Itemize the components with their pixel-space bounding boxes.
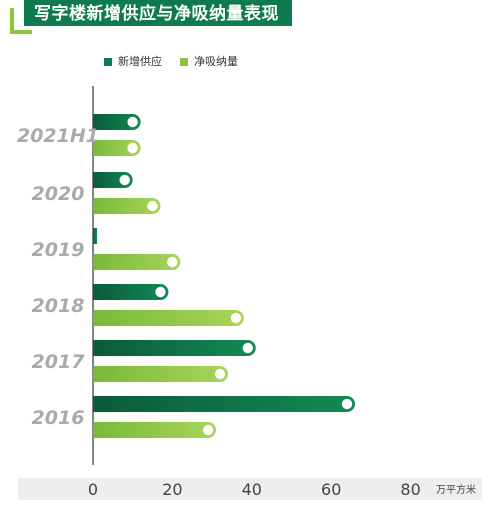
bar-absorption: [93, 422, 217, 438]
bar-supply: [93, 340, 256, 356]
bar-supply: [93, 396, 356, 412]
x-tick-label: 20: [162, 480, 182, 499]
category-label: 2019: [32, 239, 85, 261]
chart-title: 写字楼新增供应与净吸纳量表现: [34, 4, 279, 24]
category-label: 2016: [32, 407, 85, 429]
legend-absorption: 净吸纳量: [180, 56, 238, 68]
x-axis-band: [18, 478, 482, 500]
bar-end-marker: [214, 368, 226, 380]
title-corner-decoration: [10, 8, 32, 34]
category-label: 2017: [32, 351, 86, 373]
x-axis-unit: 万平方米: [436, 483, 476, 496]
category-label: 2018: [32, 295, 85, 317]
bar-absorption: [93, 366, 228, 382]
bar-supply: [93, 228, 97, 244]
category-label: 2021H1: [17, 125, 99, 147]
x-tick-label: 40: [242, 480, 262, 499]
bar-end-marker: [127, 142, 138, 154]
bar-absorption: [93, 140, 141, 156]
bar-end-marker: [242, 342, 253, 354]
bar-end-marker: [167, 256, 178, 268]
x-tick-label: 0: [88, 480, 98, 499]
bar-absorption: [93, 198, 161, 214]
bar-end-marker: [119, 174, 130, 186]
bar-end-marker: [341, 398, 353, 410]
x-tick-label: 60: [321, 480, 341, 499]
bar-end-marker: [127, 116, 138, 128]
bar-supply: [93, 114, 141, 130]
legend-supply-label: 新增供应: [118, 55, 162, 68]
bar-absorption: [93, 310, 244, 326]
bar-end-marker: [155, 286, 166, 298]
bar-end-marker: [202, 424, 214, 436]
category-label: 2020: [32, 183, 85, 205]
legend-absorption-swatch: [180, 58, 188, 66]
x-tick-label: 80: [400, 480, 420, 499]
bar-absorption: [93, 254, 181, 270]
title-bar: [24, 0, 292, 26]
bar-end-marker: [230, 312, 242, 324]
legend-supply-swatch: [104, 58, 112, 66]
bar-end-marker: [147, 200, 158, 212]
legend-supply: 新增供应: [104, 56, 162, 68]
bar-supply: [93, 284, 169, 300]
legend-absorption-label: 净吸纳量: [194, 55, 238, 68]
